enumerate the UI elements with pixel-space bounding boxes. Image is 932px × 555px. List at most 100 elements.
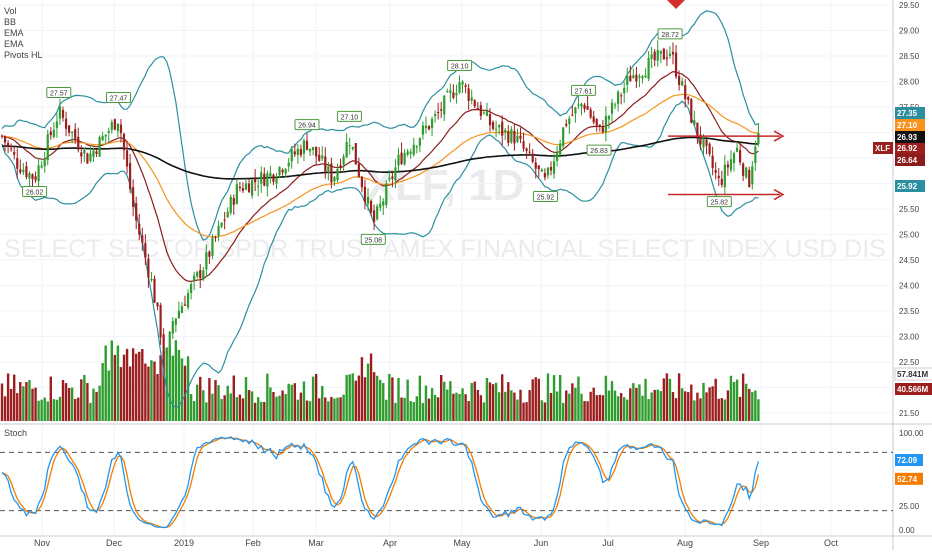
- candle-body: [601, 127, 604, 133]
- price-badge-bg: [895, 383, 932, 395]
- stoch-label[interactable]: Stoch: [4, 428, 27, 438]
- volume-bar: [324, 397, 327, 421]
- volume-bar: [497, 392, 501, 421]
- candle-body: [287, 162, 290, 167]
- candle-body: [531, 153, 534, 162]
- volume-bar: [671, 392, 675, 421]
- stoch-tick-label: 100.00: [899, 429, 924, 438]
- pivot-label-box: [360, 233, 386, 245]
- candle-body: [305, 140, 309, 150]
- volume-bar: [122, 354, 126, 421]
- volume-bar: [433, 394, 437, 421]
- volume-bar: [220, 398, 223, 421]
- volume-bar: [552, 375, 556, 421]
- month-label-oct: Oct: [824, 538, 839, 548]
- volume-bar: [147, 366, 150, 421]
- candle-body: [580, 103, 583, 107]
- volume-bar: [64, 383, 68, 421]
- volume-bar: [174, 340, 178, 421]
- volume-bar: [723, 399, 727, 421]
- indicator-legend: Vol BB EMA EMA Pivots HL: [4, 6, 43, 60]
- candle-body: [357, 163, 360, 177]
- month-label-nov: Nov: [34, 538, 51, 548]
- volume-bar: [732, 381, 736, 421]
- volume-bar: [269, 387, 272, 421]
- candle-body: [461, 81, 464, 85]
- volume-bar: [86, 383, 89, 421]
- price-tick-label: 28.50: [899, 52, 920, 61]
- alert-marker-icon[interactable]: [667, 0, 685, 9]
- volume-bar: [598, 394, 601, 421]
- candle-body: [671, 51, 675, 55]
- candle-body: [223, 219, 226, 221]
- candle-body: [369, 200, 373, 213]
- volume-bar: [577, 376, 580, 421]
- legend-bb[interactable]: BB: [4, 17, 16, 27]
- ema-mid-line: [1, 93, 759, 238]
- volume-bar: [482, 402, 486, 421]
- month-label-aug: Aug: [677, 538, 693, 548]
- candle-body: [586, 105, 589, 110]
- volume-bar: [619, 393, 623, 421]
- volume-bar: [610, 381, 614, 421]
- volume-bar: [571, 383, 574, 421]
- volume-bar: [513, 392, 516, 421]
- candle-body: [525, 148, 528, 151]
- legend-vol[interactable]: Vol: [4, 6, 17, 16]
- pivot-labels: 27.57 27.47 26.02 26.94 27.10 25.08 28.10 25.92…: [22, 28, 732, 245]
- price-tick-label: 23.00: [899, 332, 920, 341]
- pivot-label: 25.08: [365, 237, 383, 244]
- candle-body: [613, 104, 617, 106]
- candle-body: [360, 176, 363, 188]
- volume-bar: [479, 395, 483, 421]
- candle-body: [735, 147, 739, 152]
- volume-bar: [394, 402, 397, 421]
- candle-body: [519, 135, 522, 139]
- volume-bar: [19, 381, 22, 421]
- candle-body: [437, 112, 440, 114]
- candle-body: [135, 203, 138, 221]
- candle-body: [510, 129, 513, 143]
- candle-body: [150, 278, 153, 281]
- candle-body: [632, 75, 635, 79]
- volume-bar: [287, 383, 290, 421]
- candle-body: [193, 275, 196, 281]
- volume-bar: [485, 377, 489, 421]
- candle-body: [125, 150, 129, 167]
- price-badge-value: 57.841M: [897, 370, 928, 379]
- candle-body: [107, 130, 110, 133]
- candle-body: [488, 114, 492, 126]
- candle-body: [77, 136, 80, 150]
- candle-body: [10, 148, 13, 150]
- candle-body: [696, 122, 699, 137]
- candle-body: [702, 139, 705, 148]
- legend-ema-1[interactable]: EMA: [4, 28, 24, 38]
- volume-bar: [476, 389, 479, 421]
- volume-bar: [388, 373, 391, 421]
- candle-body: [168, 331, 171, 351]
- pivot-label-box: [22, 185, 48, 197]
- volume-bar: [141, 349, 144, 421]
- volume-bar: [711, 386, 714, 421]
- volume-bar: [510, 390, 513, 421]
- volume-bar: [333, 398, 336, 421]
- candle-body: [153, 278, 156, 303]
- candle-body: [595, 119, 598, 126]
- volume-bar: [205, 402, 208, 421]
- candle-body: [74, 129, 77, 140]
- volume-bar: [244, 377, 248, 421]
- candle-body: [16, 157, 19, 169]
- volume-bar: [623, 397, 626, 421]
- candle-body: [391, 176, 394, 179]
- legend-pivots[interactable]: Pivots HL: [4, 50, 43, 60]
- candle-body: [376, 206, 379, 220]
- volume-bar: [165, 347, 168, 421]
- pivot-label-box: [447, 59, 473, 71]
- candle-body: [635, 74, 638, 82]
- legend-ema-2[interactable]: EMA: [4, 39, 24, 49]
- candle-body: [238, 186, 241, 189]
- candle-body: [604, 116, 607, 133]
- candle-body: [211, 237, 214, 256]
- volume-bar: [125, 348, 129, 421]
